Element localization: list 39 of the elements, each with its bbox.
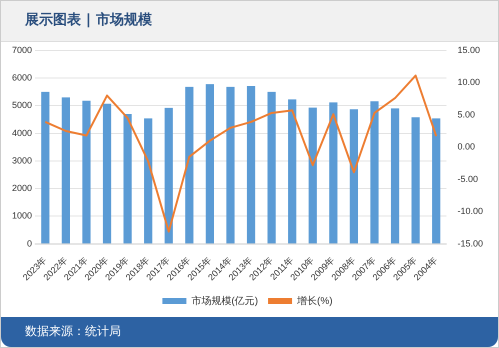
bar — [267, 92, 276, 244]
bar — [185, 86, 194, 244]
y2-tick-label: -5.00 — [457, 174, 478, 184]
y-tick-label: 2000 — [12, 183, 32, 194]
bar — [412, 117, 420, 244]
y2-tick-label: 10.00 — [457, 77, 480, 88]
bar — [390, 108, 400, 244]
y-tick-label: 6000 — [12, 72, 32, 83]
y-tick-label: 0 — [27, 238, 32, 248]
y-tick-label: 7000 — [12, 44, 32, 55]
bar — [308, 108, 317, 244]
y-tick-label: 5000 — [12, 100, 32, 110]
bar — [82, 100, 91, 244]
bar — [206, 84, 214, 244]
y-tick-label: 3000 — [12, 155, 32, 166]
bar — [102, 104, 112, 244]
y-tick-label: 4000 — [12, 128, 32, 138]
y2-tick-label: 0.00 — [457, 142, 476, 152]
bar — [246, 86, 256, 244]
legend-label: 增长(%) — [296, 294, 333, 307]
bar — [62, 97, 70, 244]
bar — [41, 92, 50, 244]
legend-label: 市场规模(亿元) — [191, 294, 258, 307]
y2-tick-label: -10.00 — [457, 206, 484, 216]
bar — [123, 114, 132, 244]
bar — [226, 86, 235, 244]
y-tick-label: 1000 — [12, 210, 32, 221]
bar — [350, 109, 358, 244]
y2-tick-label: 15.00 — [457, 44, 480, 55]
bar — [329, 102, 338, 244]
bar — [164, 108, 173, 244]
y2-tick-label: -15.00 — [457, 238, 484, 248]
bar — [370, 101, 379, 244]
y2-tick-label: 5.00 — [457, 109, 476, 120]
bar — [432, 118, 440, 244]
source-note: 数据来源：统计局 — [25, 323, 121, 340]
bar — [288, 99, 296, 244]
bar — [144, 118, 152, 244]
chart-title: 展示图表 | 市场规模 — [25, 11, 152, 29]
